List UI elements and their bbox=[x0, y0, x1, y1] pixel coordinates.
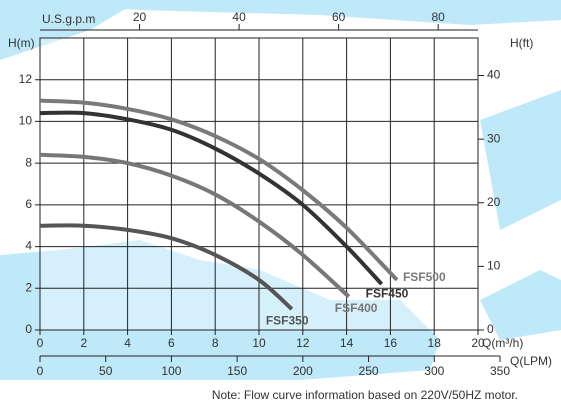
y2-tick-label: 10 bbox=[487, 259, 501, 273]
curve bbox=[39, 223, 294, 311]
x-tick-label: 12 bbox=[296, 336, 310, 350]
x-tick-label: 10 bbox=[252, 336, 266, 350]
x-tick-label: 6 bbox=[168, 336, 175, 350]
x-tick-label: 2 bbox=[80, 336, 87, 350]
y-tick-label: 10 bbox=[19, 114, 33, 128]
y2-tick-label: 0 bbox=[487, 322, 494, 336]
x-tick-label: 4 bbox=[124, 336, 131, 350]
x-top-tick-label: 20 bbox=[133, 10, 147, 24]
x-bottom2-tick-label: 200 bbox=[293, 364, 313, 378]
y2-tick-label: 30 bbox=[487, 131, 501, 145]
y-tick-label: 12 bbox=[19, 72, 33, 86]
x-top-tick-label: 80 bbox=[432, 10, 446, 24]
x-bottom2-tick-label: 250 bbox=[359, 364, 379, 378]
x-top-tick-label: 60 bbox=[332, 10, 346, 24]
y-tick-label: 6 bbox=[25, 197, 32, 211]
x-top-axis-label: U.S.g.p.m bbox=[42, 12, 95, 26]
x-axis-label: Q(m³/h) bbox=[482, 336, 523, 350]
x-tick-label: 18 bbox=[428, 336, 442, 350]
y-tick-label: 4 bbox=[25, 239, 32, 253]
curve bbox=[39, 110, 384, 286]
x2-axis-label: Q(LPM) bbox=[510, 354, 552, 368]
background-decoration bbox=[0, 0, 561, 380]
x-tick-label: 8 bbox=[212, 336, 219, 350]
y-axis-label: H(m) bbox=[8, 36, 35, 50]
series-label: FSF450 bbox=[366, 286, 409, 300]
series-label: FSF400 bbox=[335, 301, 378, 315]
curve bbox=[39, 98, 399, 282]
x-bottom2-tick-label: 350 bbox=[490, 364, 510, 378]
note: Note: Flow curve information based on 22… bbox=[212, 388, 518, 402]
x-tick-label: 0 bbox=[37, 336, 44, 350]
x-tick-label: 20 bbox=[471, 336, 485, 350]
y2-tick-label: 40 bbox=[487, 68, 501, 82]
x-bottom2-tick-label: 100 bbox=[161, 364, 181, 378]
y-tick-label: 8 bbox=[25, 155, 32, 169]
x-tick-label: 16 bbox=[384, 336, 398, 350]
y-tick-label: 2 bbox=[25, 280, 32, 294]
y2-tick-label: 20 bbox=[487, 195, 501, 209]
y2-axis-label: H(ft) bbox=[510, 36, 533, 50]
series-label: FSF500 bbox=[403, 270, 446, 284]
x-bottom2-tick-label: 50 bbox=[99, 364, 113, 378]
series-label: FSF350 bbox=[266, 313, 309, 327]
x-bottom2-tick-label: 0 bbox=[37, 364, 44, 378]
x-top-tick-label: 40 bbox=[232, 10, 246, 24]
curve bbox=[39, 152, 351, 299]
x-bottom2-tick-label: 300 bbox=[424, 364, 444, 378]
x-bottom2-tick-label: 150 bbox=[227, 364, 247, 378]
y-tick-label: 0 bbox=[25, 322, 32, 336]
x-tick-label: 14 bbox=[340, 336, 354, 350]
